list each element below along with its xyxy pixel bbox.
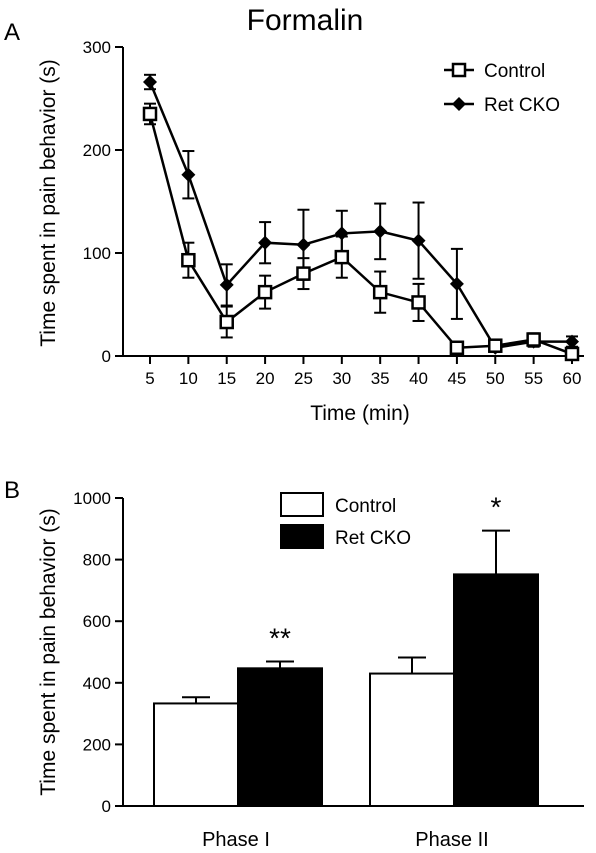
data-point-control <box>334 249 350 265</box>
panel-b-legend: Control Ret CKO <box>280 492 411 549</box>
y-tick-label: 400 <box>83 674 111 693</box>
data-point-ret-cko <box>258 235 273 250</box>
series-ret-cko <box>143 73 579 355</box>
legend-item-ret-cko: Ret CKO <box>280 524 411 549</box>
y-tick-label: 0 <box>102 347 111 366</box>
x-tick-label: 5 <box>145 369 154 388</box>
legend-control-label: Control <box>335 496 396 517</box>
legend-item-control: Control <box>444 61 545 82</box>
data-point-ret-cko <box>373 224 388 239</box>
legend-item-ret-cko: Ret CKO <box>444 95 560 116</box>
data-point-control <box>219 314 234 330</box>
legend-ret-cko-swatch <box>280 524 324 549</box>
y-tick-label: 300 <box>83 38 111 57</box>
panel-a: A Formalin Time spent in pain behavior (… <box>4 4 584 425</box>
data-point-control <box>181 252 196 268</box>
x-tick-label: 60 <box>563 369 582 388</box>
x-tick-label: 40 <box>409 369 428 388</box>
data-point-ret-cko <box>143 75 157 90</box>
legend-ret-cko-label: Ret CKO <box>484 95 560 116</box>
x-tick-label: 50 <box>486 369 505 388</box>
data-point-ret-cko <box>296 237 311 252</box>
data-point-control <box>142 106 158 122</box>
legend-control-marker <box>451 62 467 78</box>
y-tick-label: 1000 <box>73 489 111 508</box>
x-tick-label: 55 <box>524 369 543 388</box>
bar-ret-cko <box>453 573 539 807</box>
legend-control-label: Control <box>484 61 545 82</box>
y-tick-label: 200 <box>83 735 111 754</box>
panel-b-bars: *** <box>153 492 539 807</box>
series-line-control <box>148 113 573 356</box>
y-tick-label: 600 <box>83 612 111 631</box>
bar-ret-cko <box>237 667 323 807</box>
legend-ret-cko-marker <box>452 97 466 111</box>
panel-a-y-axis-label: Time spent in pain behavior (s) <box>37 59 60 347</box>
legend-ret-cko-label: Ret CKO <box>335 528 411 549</box>
panel-b-category-labels: Phase I Phase II <box>202 829 489 851</box>
y-tick-label: 200 <box>83 141 111 160</box>
panel-a-legend: Control Ret CKO <box>444 61 560 116</box>
category-label: Phase I <box>202 829 270 851</box>
data-point-control <box>257 284 273 300</box>
x-tick-label: 45 <box>447 369 466 388</box>
panel-b-y-axis-label: Time spent in pain behavior (s) <box>37 508 60 796</box>
bar-control <box>153 702 239 807</box>
legend-control-swatch <box>280 492 324 517</box>
panel-b-letter: B <box>4 477 20 504</box>
data-point-control <box>296 266 311 281</box>
y-tick-label: 800 <box>83 551 111 570</box>
significance-marker: ** <box>269 623 291 654</box>
y-tick-label: 100 <box>83 244 111 263</box>
bar-control <box>369 672 455 807</box>
significance-marker: * <box>491 492 502 523</box>
panel-a-title: Formalin <box>247 4 364 37</box>
y-tick-label: 0 <box>102 797 111 816</box>
category-label: Phase II <box>415 829 488 851</box>
panel-a-letter: A <box>4 19 20 46</box>
x-tick-label: 15 <box>217 369 236 388</box>
panel-b: B Time spent in pain behavior (s) 0 200 40… <box>4 477 584 851</box>
panel-a-series <box>142 73 580 362</box>
x-tick-label: 35 <box>371 369 390 388</box>
data-point-ret-cko <box>449 276 464 291</box>
series-control <box>142 102 580 362</box>
panel-a-x-ticks: 5 10 15 20 25 30 35 40 45 50 55 60 <box>145 356 581 388</box>
data-point-control <box>488 338 503 353</box>
series-line-ret-cko <box>148 81 572 350</box>
data-point-ret-cko <box>219 277 234 292</box>
data-point-ret-cko <box>565 334 579 349</box>
data-point-control <box>449 340 465 356</box>
data-point-control <box>526 332 541 347</box>
x-tick-label: 10 <box>179 369 198 388</box>
data-point-ret-cko <box>411 233 426 248</box>
x-tick-label: 20 <box>256 369 275 388</box>
data-point-control <box>411 295 426 310</box>
data-point-control <box>564 346 580 362</box>
panel-a-x-axis-label: Time (min) <box>310 402 410 425</box>
x-tick-label: 25 <box>294 369 313 388</box>
panel-a-y-ticks: 0 100 200 300 <box>83 38 123 366</box>
data-point-control <box>372 284 388 300</box>
data-point-ret-cko <box>181 167 196 182</box>
legend-item-control: Control <box>280 492 396 517</box>
panel-b-y-ticks: 0 200 400 600 800 1000 <box>73 489 123 816</box>
x-tick-label: 30 <box>332 369 351 388</box>
